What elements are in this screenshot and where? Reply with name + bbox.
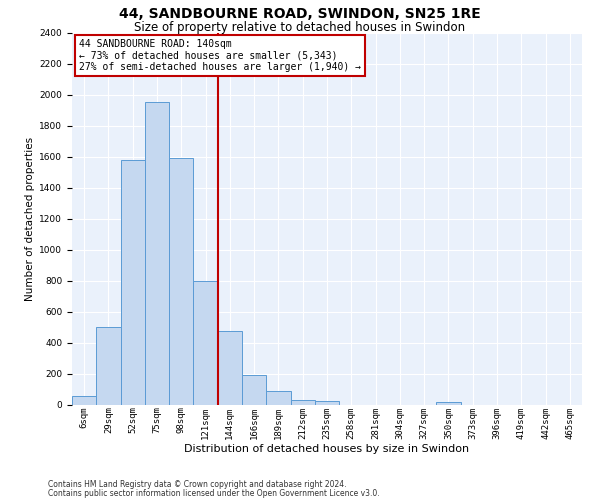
Text: Contains public sector information licensed under the Open Government Licence v3: Contains public sector information licen… [48, 489, 380, 498]
Text: Contains HM Land Registry data © Crown copyright and database right 2024.: Contains HM Land Registry data © Crown c… [48, 480, 347, 489]
Bar [169, 158, 193, 405]
Bar [96, 328, 121, 405]
Y-axis label: Number of detached properties: Number of detached properties [25, 136, 35, 301]
Bar [193, 281, 218, 405]
Text: 44 SANDBOURNE ROAD: 140sqm
← 73% of detached houses are smaller (5,343)
27% of s: 44 SANDBOURNE ROAD: 140sqm ← 73% of deta… [79, 38, 361, 72]
Bar [242, 374, 266, 405]
Bar [266, 391, 290, 405]
X-axis label: Distribution of detached houses by size in Swindon: Distribution of detached houses by size … [184, 444, 470, 454]
Bar [121, 160, 145, 405]
Text: Size of property relative to detached houses in Swindon: Size of property relative to detached ho… [134, 21, 466, 34]
Bar [315, 401, 339, 405]
Text: 44, SANDBOURNE ROAD, SWINDON, SN25 1RE: 44, SANDBOURNE ROAD, SWINDON, SN25 1RE [119, 8, 481, 22]
Bar [218, 332, 242, 405]
Bar [290, 400, 315, 405]
Bar [436, 402, 461, 405]
Bar [72, 396, 96, 405]
Bar [145, 102, 169, 405]
